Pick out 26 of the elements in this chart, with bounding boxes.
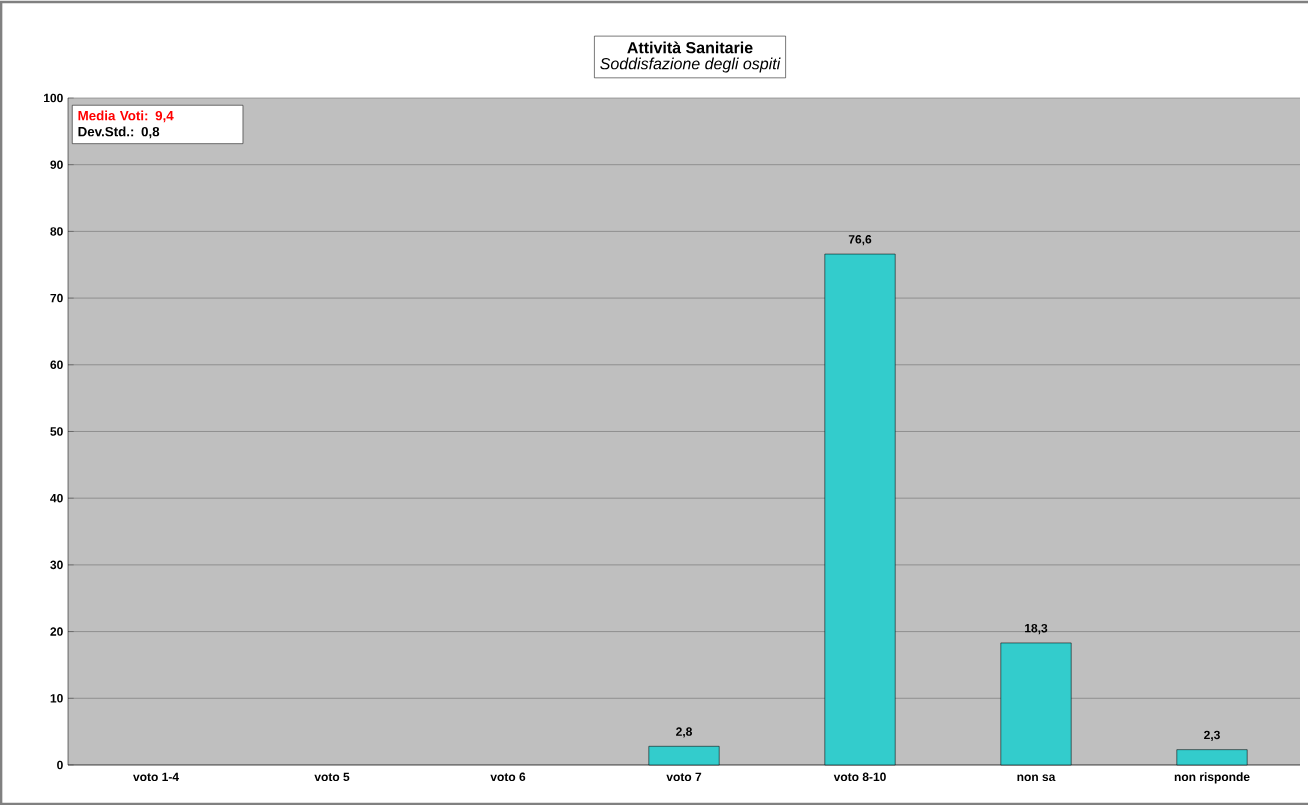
y-tick-label: 80 <box>50 227 63 236</box>
y-tick-label: 20 <box>50 627 63 636</box>
annotation: Dev.Std.: 0,8 <box>78 126 160 139</box>
data-label: 2,8 <box>676 727 692 738</box>
data-label: 18,3 <box>1025 623 1048 635</box>
x-tick-label: non risponde <box>1174 772 1250 784</box>
chart-title: Attività Sanitarie <box>627 41 753 54</box>
x-tick-label: voto 1-4 <box>133 772 179 782</box>
x-tick-label: voto 6 <box>490 772 526 782</box>
data-label: 2,3 <box>1204 730 1220 741</box>
y-tick-label: 100 <box>44 93 63 103</box>
x-tick-label: non sa <box>1017 774 1056 782</box>
y-tick-label: 30 <box>50 560 63 570</box>
y-tick-label: 50 <box>50 427 63 436</box>
y-tick-label: 10 <box>50 694 63 703</box>
annotation: Media Voti: 9,4 <box>78 110 174 123</box>
chart-subtitle: Soddisfazione degli ospiti <box>600 57 781 73</box>
x-tick-label: voto 5 <box>314 772 350 782</box>
y-tick-label: 90 <box>50 160 63 169</box>
data-label: 76,6 <box>848 235 872 246</box>
y-tick-label: 0 <box>57 760 63 770</box>
x-tick-label: voto 8-10 <box>833 772 886 782</box>
y-tick-label: 40 <box>50 493 63 503</box>
x-tick-label: voto 7 <box>666 772 702 782</box>
y-tick-label: 60 <box>50 360 63 370</box>
y-tick-label: 70 <box>50 293 63 303</box>
